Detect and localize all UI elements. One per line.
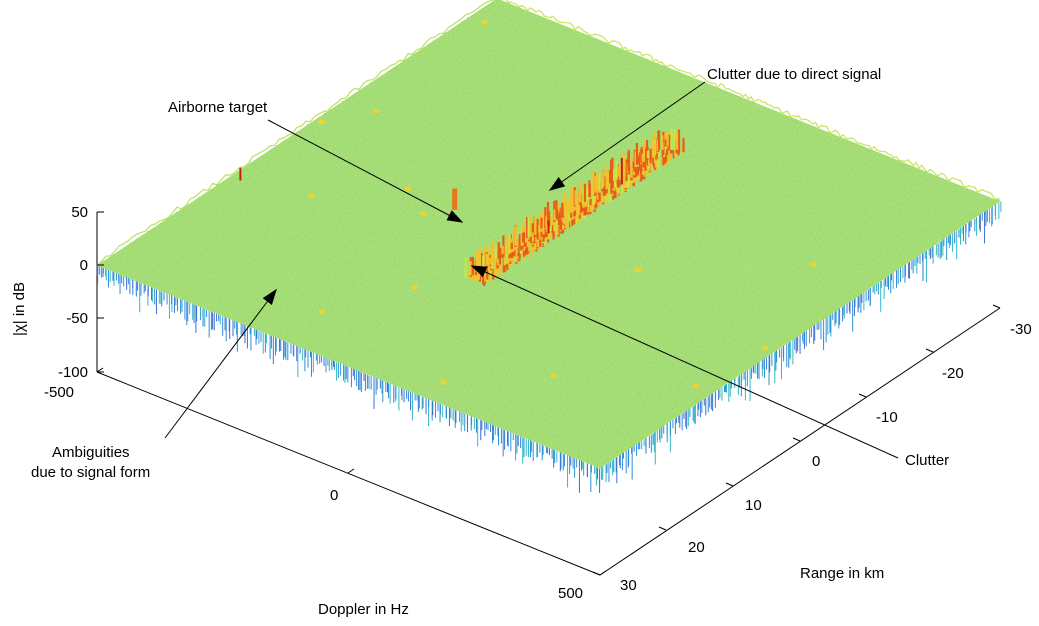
- surface-blip: [411, 285, 418, 290]
- range-ticks: -30 -20 -10 0 10 20 30: [592, 304, 1032, 594]
- surface-blip: [404, 186, 411, 191]
- arrow-airborne-shaft: [267, 119, 463, 223]
- range-tick-mark: [992, 304, 1001, 309]
- range-tick-mark: [592, 571, 601, 576]
- z-tick-label: -100: [58, 364, 88, 381]
- arrow-clutter-head: [470, 265, 488, 278]
- annotation-ambiguities-line1: Ambiguities: [52, 444, 130, 461]
- surface-blip: [810, 262, 817, 267]
- arrow-direct-shaft: [549, 81, 706, 191]
- doppler-ticks: -500 0 500: [44, 367, 607, 602]
- axes-frame: [96, 212, 1001, 576]
- range-tick-mark: [858, 393, 867, 398]
- surface-blip: [762, 346, 769, 351]
- arrow-ambiguities-head: [262, 288, 277, 306]
- doppler-tick-label: -500: [44, 384, 74, 401]
- surface-blip: [481, 20, 488, 25]
- range-tick-label: -30: [1010, 321, 1032, 338]
- range-axis-line: [599, 307, 1001, 576]
- doppler-axis-label: Doppler in Hz: [318, 601, 409, 618]
- annotation-arrows: [164, 81, 899, 459]
- doppler-tick-label: 0: [330, 487, 338, 504]
- range-tick-mark: [925, 348, 934, 353]
- range-tick-label: -10: [876, 409, 898, 426]
- surface-rim-line: [96, 0, 495, 266]
- range-tick-label: 20: [688, 539, 705, 556]
- arrow-direct-head: [548, 177, 566, 191]
- doppler-tick-label: 500: [558, 585, 583, 602]
- surface-blip: [550, 373, 557, 378]
- z-axis-label: |χ| in dB: [11, 282, 28, 336]
- clutter-ridge: [464, 128, 685, 286]
- range-tick-mark: [658, 526, 667, 531]
- surface-rim-line: [506, 0, 1001, 200]
- surface-rim: [96, 0, 1001, 466]
- range-tick-mark: [792, 437, 801, 442]
- z-tick-label: 50: [71, 204, 88, 221]
- surface-blip: [440, 380, 447, 385]
- annotation-direct-signal-clutter: Clutter due to direct signal: [707, 66, 881, 83]
- surface-blip: [635, 267, 642, 272]
- surface-blip: [420, 211, 427, 216]
- annotation-airborne-target: Airborne target: [168, 99, 268, 116]
- doppler-axis-line: [96, 371, 601, 576]
- annotation-ambiguities-line2: due to signal form: [31, 464, 150, 481]
- z-tick-label: 0: [80, 257, 88, 274]
- doppler-tick-mark: [96, 367, 104, 373]
- arrow-airborne-head: [446, 210, 464, 223]
- z-tick-label: -50: [66, 310, 88, 327]
- surface-rim-line: [599, 198, 1001, 466]
- range-tick-label: 30: [620, 577, 637, 594]
- surface-blip: [692, 384, 699, 389]
- surface-spikes-down: [96, 0, 1002, 493]
- surface-blip: [373, 109, 380, 114]
- arrow-clutter-shaft: [471, 265, 899, 459]
- surface-blip: [318, 119, 325, 124]
- surface-blip: [318, 310, 325, 315]
- range-tick-label: -20: [942, 365, 964, 382]
- range-tick-mark: [725, 482, 734, 487]
- range-tick-label: 10: [745, 497, 762, 514]
- range-axis-label: Range in km: [800, 565, 884, 582]
- doppler-tick-mark: [347, 468, 355, 474]
- range-tick-label: 0: [812, 453, 820, 470]
- feature-peaks: [239, 20, 817, 389]
- z-ticks: 50 0 -50 -100: [58, 204, 104, 381]
- annotation-clutter: Clutter: [905, 452, 949, 469]
- surface-blip: [308, 193, 315, 198]
- doppler-tick-mark: [599, 570, 607, 576]
- arrow-ambiguities-shaft: [164, 289, 277, 439]
